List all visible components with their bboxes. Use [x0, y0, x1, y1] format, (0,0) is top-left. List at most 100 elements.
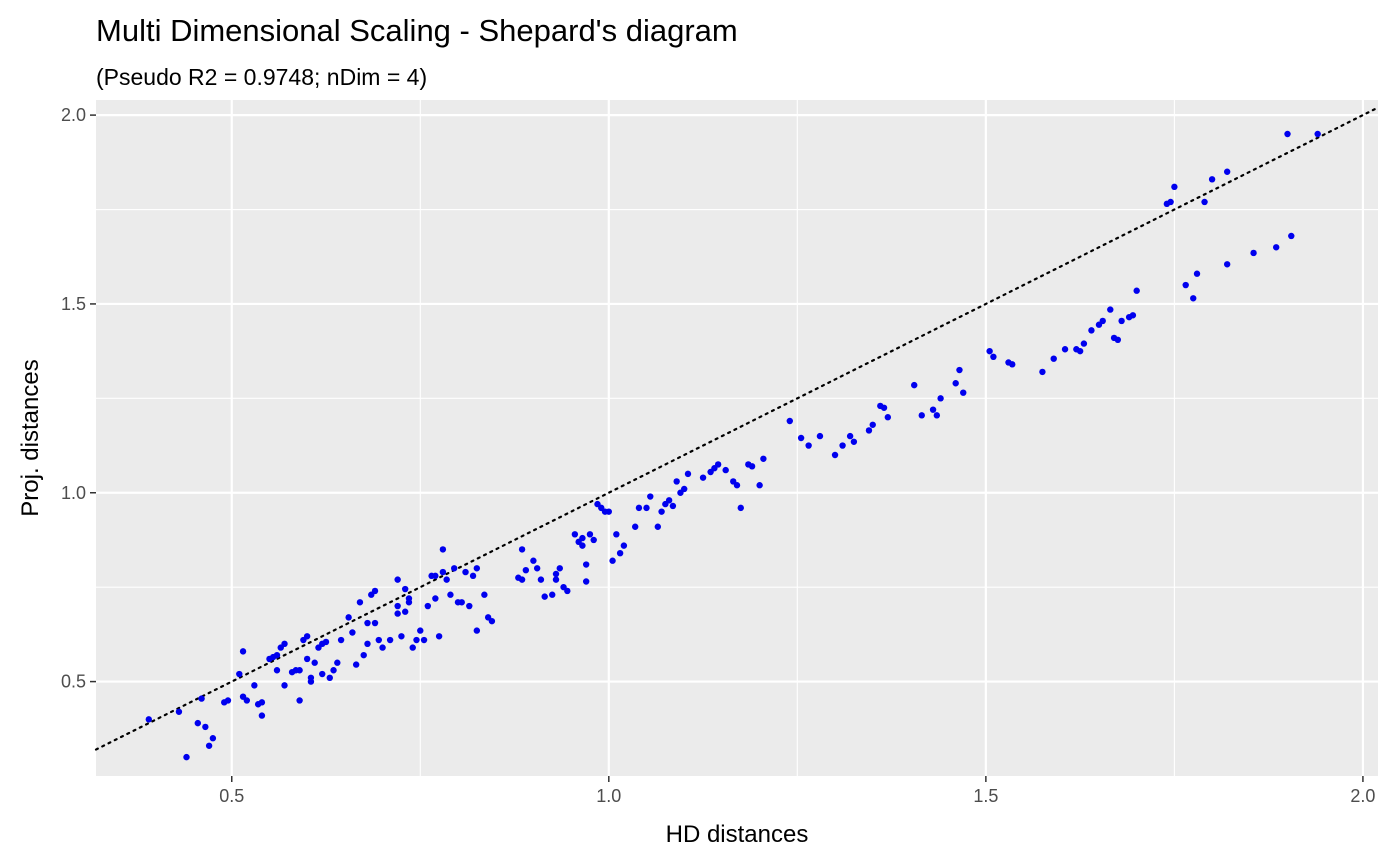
data-point [1171, 183, 1178, 191]
data-point [956, 366, 963, 374]
data-point [360, 651, 367, 659]
data-point [439, 546, 447, 553]
data-point [432, 595, 439, 602]
data-point [303, 655, 311, 663]
data-point [1208, 176, 1216, 183]
data-point [722, 466, 729, 474]
x-axis: 0.5 1.0 1.5 2.0 [219, 776, 1375, 806]
data-point [549, 591, 556, 598]
data-point [620, 542, 628, 549]
x-tick-label: 1.5 [973, 786, 998, 806]
data-point [386, 636, 394, 644]
data-point [658, 508, 665, 515]
data-point [537, 576, 545, 583]
data-point [311, 659, 318, 666]
data-point [469, 572, 477, 580]
data-point [273, 667, 281, 674]
data-point [145, 716, 152, 723]
data-point [571, 531, 579, 538]
data-point [579, 542, 586, 549]
data-point [334, 659, 341, 666]
data-point [518, 546, 526, 553]
data-point [1050, 355, 1057, 362]
data-point [1088, 327, 1095, 334]
data-point [1107, 306, 1114, 313]
data-point [281, 640, 288, 648]
data-point [1284, 130, 1291, 138]
data-point [326, 674, 333, 682]
data-point [466, 602, 473, 610]
data-point [846, 432, 854, 440]
data-point [330, 667, 337, 674]
data-point [194, 719, 202, 727]
data-point [239, 648, 247, 655]
plot-panel [96, 100, 1378, 776]
data-point [439, 568, 447, 576]
data-point [1182, 281, 1189, 289]
y-tick-label: 1.0 [61, 483, 86, 503]
data-point [582, 578, 590, 585]
data-point [398, 633, 405, 640]
data-point [371, 619, 379, 627]
data-point [884, 414, 892, 421]
data-point [371, 587, 379, 595]
data-point [356, 599, 364, 606]
data-point [1201, 198, 1208, 206]
data-point [937, 395, 944, 402]
data-point [737, 504, 744, 512]
data-point [1118, 317, 1125, 325]
data-point [733, 482, 741, 489]
data-point [990, 353, 997, 361]
data-point [394, 602, 401, 610]
data-point [307, 678, 315, 685]
data-point [684, 470, 692, 478]
x-tick-label: 1.0 [596, 786, 621, 806]
data-point [635, 504, 643, 512]
data-point [605, 508, 612, 515]
data-point [432, 572, 439, 580]
data-point [345, 614, 352, 621]
data-point [1223, 168, 1231, 175]
data-point [579, 534, 586, 542]
data-point [1223, 261, 1231, 268]
y-tick-label: 0.5 [61, 672, 86, 692]
data-point [518, 576, 526, 583]
x-tick-label: 0.5 [219, 786, 244, 806]
data-point [556, 565, 563, 572]
data-point [375, 636, 382, 644]
data-point [530, 557, 537, 564]
data-point [665, 497, 673, 504]
data-point [673, 478, 680, 485]
data-point [616, 549, 624, 557]
data-point [488, 617, 496, 625]
data-points [145, 130, 1321, 761]
data-point [816, 432, 824, 440]
x-tick-label: 2.0 [1350, 786, 1375, 806]
data-point [918, 412, 925, 419]
data-point [986, 347, 993, 355]
data-point [473, 627, 481, 634]
data-point [451, 565, 458, 572]
data-point [337, 636, 345, 644]
chart-subtitle: (Pseudo R2 = 0.9748; nDim = 4) [96, 64, 427, 90]
data-point [1009, 361, 1016, 368]
data-point [714, 461, 722, 468]
data-point [1039, 368, 1046, 376]
data-point [1080, 340, 1088, 347]
data-point [831, 451, 839, 459]
data-point [631, 523, 639, 530]
data-point [1133, 287, 1140, 294]
data-point [236, 670, 243, 678]
data-point [258, 699, 266, 706]
data-point [447, 591, 454, 598]
data-point [462, 568, 469, 576]
data-point [209, 735, 217, 742]
data-point [224, 697, 232, 704]
data-point [394, 610, 401, 617]
data-point [582, 561, 590, 568]
data-point [647, 493, 654, 500]
data-point [952, 380, 959, 387]
data-point [394, 576, 401, 583]
x-axis-title: HD distances [666, 821, 809, 848]
data-point [522, 566, 530, 574]
